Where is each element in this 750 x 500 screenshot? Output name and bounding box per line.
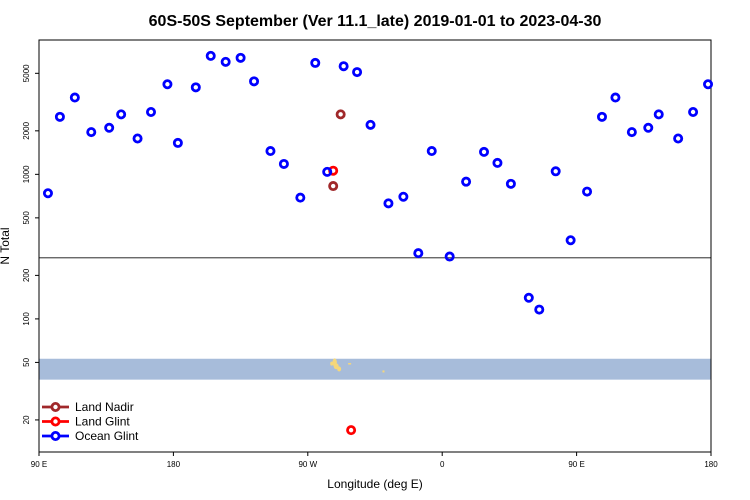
ocean-glint-point xyxy=(278,158,289,169)
ocean-glint-point xyxy=(523,292,534,303)
ocean-glint-point xyxy=(653,109,664,120)
legend-label-ocean-glint: Ocean Glint xyxy=(75,429,139,443)
ocean-glint-point xyxy=(365,119,376,130)
chart-title: 60S-50S September (Ver 11.1_late) 2019-0… xyxy=(149,13,602,30)
ocean-glint-point xyxy=(643,122,654,133)
x-tick-label: 90 W xyxy=(298,460,317,469)
land-mask-speck xyxy=(330,361,334,366)
shaded-band xyxy=(39,358,711,380)
ocean-glint-point xyxy=(172,137,183,148)
ocean-glint-point xyxy=(479,146,490,157)
ocean-glint-point xyxy=(505,178,516,189)
x-tick-label: 0 xyxy=(440,460,445,469)
ocean-glint-point xyxy=(235,52,246,63)
ocean-glint-point xyxy=(338,61,349,72)
legend-label-land-nadir: Land Nadir xyxy=(75,400,134,414)
land-mask-speck xyxy=(382,370,385,373)
land-nadir-point xyxy=(335,109,346,120)
ocean-glint-point xyxy=(534,304,545,315)
ocean-glint-point xyxy=(461,176,472,187)
y-tick-label: 1000 xyxy=(22,165,31,183)
ocean-glint-point xyxy=(492,157,503,168)
ocean-glint-point xyxy=(582,186,593,197)
land-glint-point xyxy=(346,425,357,436)
legend-marker-land-nadir xyxy=(50,401,61,412)
ocean-glint-point xyxy=(145,106,156,117)
ocean-glint-point xyxy=(610,92,621,103)
ocean-glint-point xyxy=(205,50,216,61)
ocean-glint-point xyxy=(295,192,306,203)
ocean-glint-point xyxy=(322,166,333,177)
ocean-glint-point xyxy=(673,133,684,144)
y-tick-label: 2000 xyxy=(22,121,31,139)
y-tick-label: 500 xyxy=(22,211,31,225)
ocean-glint-point xyxy=(116,109,127,120)
land-mask-speck xyxy=(337,366,342,372)
legend-marker-ocean-glint xyxy=(50,430,61,441)
x-tick-label: 90 E xyxy=(568,460,584,469)
legend-marker-land-glint xyxy=(50,416,61,427)
x-axis-label: Longitude (deg E) xyxy=(327,477,422,491)
y-tick-label: 20 xyxy=(22,415,31,424)
ocean-glint-point xyxy=(69,92,80,103)
ocean-glint-point xyxy=(550,166,561,177)
ocean-glint-point xyxy=(190,82,201,93)
ocean-glint-point xyxy=(104,122,115,133)
ocean-glint-point xyxy=(265,146,276,157)
ocean-glint-point xyxy=(383,198,394,209)
land-mask-speck xyxy=(348,363,352,365)
ocean-glint-point xyxy=(132,133,143,144)
ocean-glint-point xyxy=(413,248,424,259)
x-tick-label: 90 E xyxy=(31,460,47,469)
ocean-glint-point xyxy=(42,188,53,199)
ocean-glint-point xyxy=(54,111,65,122)
ocean-glint-point xyxy=(565,235,576,246)
ocean-glint-point xyxy=(426,146,437,157)
ocean-glint-point xyxy=(398,191,409,202)
y-tick-label: 100 xyxy=(22,312,31,326)
ocean-glint-point xyxy=(352,67,363,78)
ocean-glint-point xyxy=(596,111,607,122)
y-tick-label: 5000 xyxy=(22,64,31,82)
x-tick-label: 180 xyxy=(704,460,718,469)
ocean-glint-point xyxy=(249,76,260,87)
y-axis-label: N Total xyxy=(0,227,12,264)
ocean-glint-point xyxy=(86,127,97,138)
ocean-glint-point xyxy=(688,106,699,117)
y-tick-label: 200 xyxy=(22,268,31,282)
ocean-glint-point xyxy=(220,56,231,67)
land-nadir-point xyxy=(328,181,339,192)
legend-label-land-glint: Land Glint xyxy=(75,415,130,429)
ocean-glint-point xyxy=(310,57,321,68)
ocean-glint-point xyxy=(626,127,637,138)
x-tick-label: 180 xyxy=(167,460,181,469)
ocean-glint-point xyxy=(162,79,173,90)
ocean-glint-point xyxy=(703,79,714,90)
ocean-glint-point xyxy=(444,251,455,262)
y-tick-label: 50 xyxy=(22,357,31,366)
plot-frame xyxy=(38,39,712,453)
